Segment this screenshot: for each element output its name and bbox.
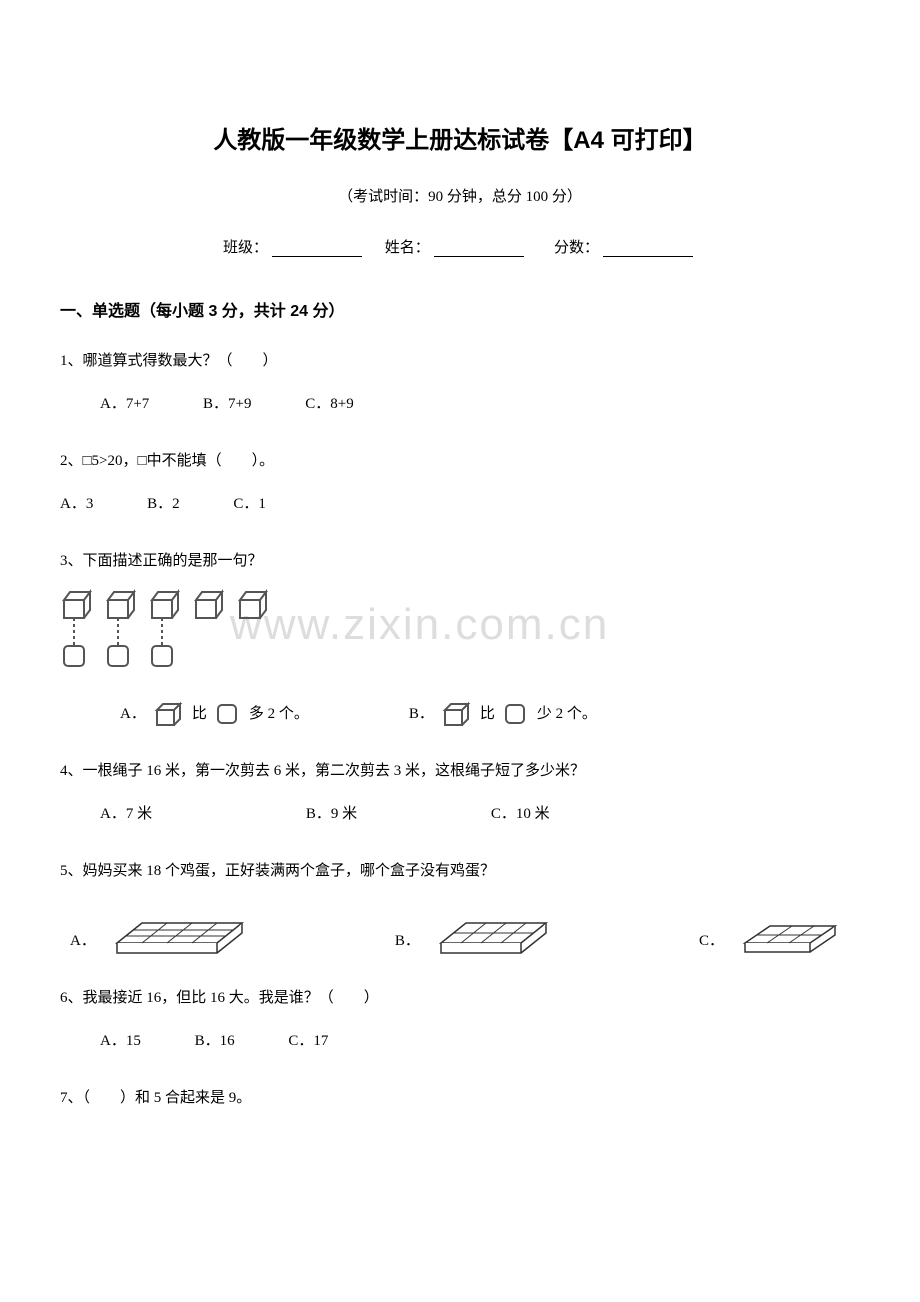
q1-option-c: C．8+9 xyxy=(305,396,353,412)
q3b-mid: 比 xyxy=(480,698,495,731)
question-7: 7、（ ）和 5 合起来是 9。 xyxy=(60,1082,860,1115)
q3a-post: 多 2 个。 xyxy=(249,698,309,731)
score-blank xyxy=(603,241,693,257)
q3a-pre: A． xyxy=(120,698,146,731)
class-label: 班级： xyxy=(223,240,268,256)
q5-option-c: C． xyxy=(699,908,850,958)
q5a-label: A． xyxy=(70,925,96,958)
q6-text: 6、我最接近 16，但比 16 大。我是谁？（ ） xyxy=(60,982,860,1015)
cube-icon xyxy=(154,701,184,729)
q3-option-a: A． 比 多 2 个。 xyxy=(120,698,309,731)
q6-option-c: C．17 xyxy=(288,1033,328,1049)
q1-option-b: B．7+9 xyxy=(203,396,251,412)
question-4: 4、一根绳子 16 米，第一次剪去 6 米，第二次剪去 3 米，这根绳子短了多少… xyxy=(60,755,860,831)
q5-option-b: B． xyxy=(395,903,556,958)
q6-option-b: B．16 xyxy=(195,1033,235,1049)
q6-option-a: A．15 xyxy=(100,1033,141,1049)
cube-column-icon xyxy=(60,588,96,678)
page-title: 人教版一年级数学上册达标试卷【A4 可打印】 xyxy=(60,120,860,155)
name-label: 姓名： xyxy=(385,240,430,256)
question-6: 6、我最接近 16，但比 16 大。我是谁？（ ） A．15 B．16 C．17 xyxy=(60,982,860,1058)
q4-option-a: A．7 米 xyxy=(100,806,152,822)
q3-option-b: B． 比 少 2 个。 xyxy=(409,698,597,731)
egg-box-6-icon xyxy=(730,908,850,958)
q4-text: 4、一根绳子 16 米，第一次剪去 6 米，第二次剪去 3 米，这根绳子短了多少… xyxy=(60,755,860,788)
q1-option-a: A．7+7 xyxy=(100,396,149,412)
q5-text: 5、妈妈买来 18 个鸡蛋，正好装满两个盒子，哪个盒子没有鸡蛋？ xyxy=(60,855,860,888)
q1-text: 1、哪道算式得数最大？（ ） xyxy=(60,345,860,378)
q4-option-b: B．9 米 xyxy=(306,806,357,822)
q5-option-a: A． xyxy=(70,903,252,958)
q3-text: 3、下面描述正确的是那一句？ xyxy=(60,545,860,578)
exam-subtitle: （考试时间：90 分钟，总分 100 分） xyxy=(60,185,860,206)
q2-option-a: A．3 xyxy=(60,496,93,512)
q4-option-c: C．10 米 xyxy=(491,806,550,822)
name-blank xyxy=(434,241,524,257)
q7-text: 7、（ ）和 5 合起来是 9。 xyxy=(60,1082,860,1115)
score-label: 分数： xyxy=(554,240,599,256)
q2-option-c: C．1 xyxy=(233,496,266,512)
info-line: 班级： 姓名： 分数： xyxy=(60,236,860,257)
question-2: 2、□5>20，□中不能填（ ）。 A．3 B．2 C．1 xyxy=(60,445,860,521)
cube-column-icon xyxy=(148,588,184,678)
q3a-mid: 比 xyxy=(192,698,207,731)
q2-text: 2、□5>20，□中不能填（ ）。 xyxy=(60,445,860,478)
q3b-post: 少 2 个。 xyxy=(537,698,597,731)
q3-diagram xyxy=(60,588,860,678)
square-icon xyxy=(215,702,241,728)
question-3: 3、下面描述正确的是那一句？ xyxy=(60,545,860,731)
cube-icon xyxy=(442,701,472,729)
cube-column-icon xyxy=(104,588,140,678)
q5c-label: C． xyxy=(699,925,724,958)
question-1: 1、哪道算式得数最大？（ ） A．7+7 B．7+9 C．8+9 xyxy=(60,345,860,421)
q2-option-b: B．2 xyxy=(147,496,180,512)
cube-icon xyxy=(192,588,228,624)
egg-box-12-icon xyxy=(102,903,252,958)
square-icon xyxy=(503,702,529,728)
q5b-label: B． xyxy=(395,925,420,958)
q3b-pre: B． xyxy=(409,698,434,731)
question-5: 5、妈妈买来 18 个鸡蛋，正好装满两个盒子，哪个盒子没有鸡蛋？ A． B． xyxy=(60,855,860,958)
section1-header: 一、单选题（每小题 3 分，共计 24 分） xyxy=(60,297,860,321)
egg-box-8-icon xyxy=(426,903,556,958)
class-blank xyxy=(272,241,362,257)
cube-icon xyxy=(236,588,272,624)
